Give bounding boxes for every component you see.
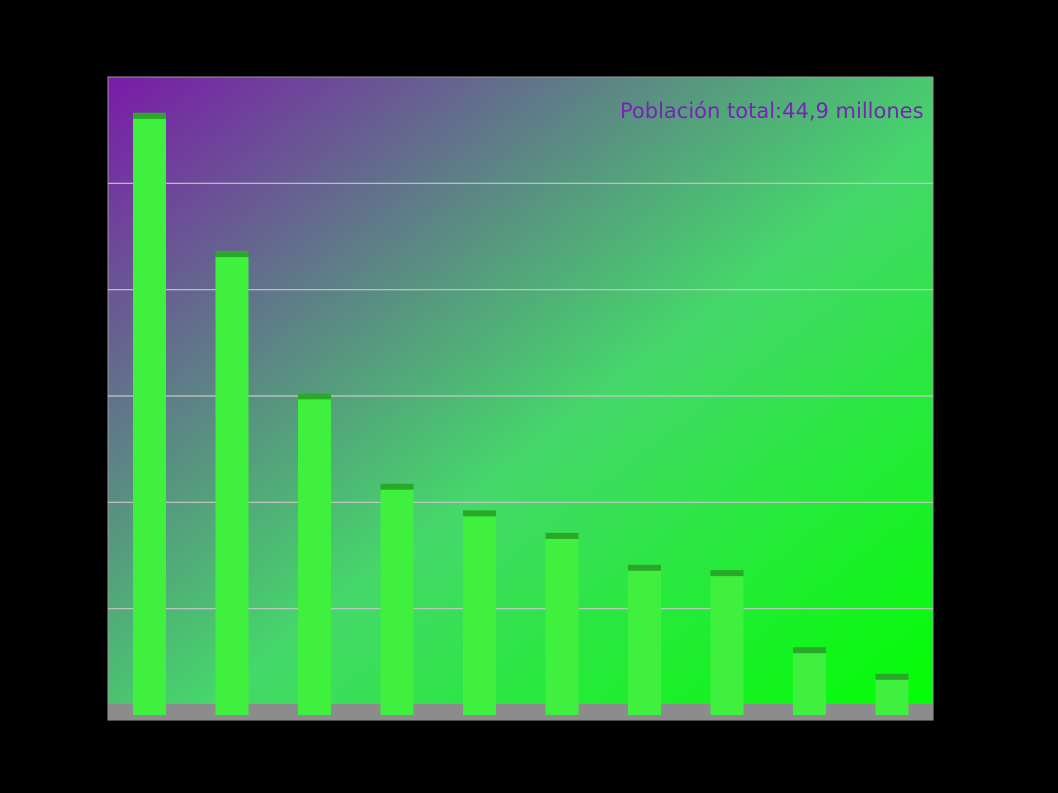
bar — [298, 393, 331, 715]
bar-cap — [380, 483, 414, 490]
bar — [875, 673, 909, 715]
bar — [628, 564, 661, 715]
bar-cap — [628, 564, 661, 571]
bar-cap — [463, 510, 496, 517]
bar — [710, 570, 744, 715]
bar — [463, 510, 496, 715]
bar — [215, 251, 249, 715]
bar — [793, 647, 826, 715]
bar-cap — [215, 251, 249, 258]
bars — [133, 112, 909, 715]
bar — [545, 532, 579, 715]
bar-cap — [875, 673, 909, 680]
bar — [133, 112, 166, 715]
bar-cap — [298, 393, 331, 400]
bar — [380, 483, 414, 715]
bar-cap — [710, 570, 744, 577]
bar-cap — [793, 647, 826, 654]
bar-cap — [545, 532, 579, 539]
population-annotation: Población total:44,9 millones — [620, 99, 924, 123]
bar-cap — [133, 112, 166, 119]
